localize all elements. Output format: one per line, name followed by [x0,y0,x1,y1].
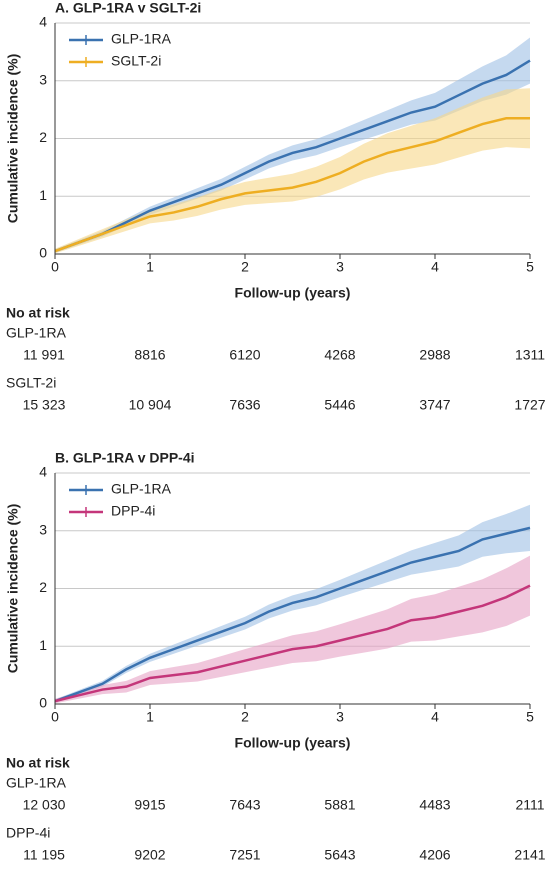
x-tick-label: 4 [431,709,439,725]
risk-count: 2141 [514,847,545,863]
y-axis-label: Cumulative incidence (%) [5,504,21,674]
series-line [54,526,531,703]
risk-count: 10 904 [129,397,172,413]
x-tick-label: 0 [51,259,59,275]
risk-row-name: GLP-1RA [6,775,67,791]
y-tick-label: 0 [39,695,47,711]
risk-count: 9202 [134,847,165,863]
y-tick-label: 1 [39,637,47,653]
risk-count: 5446 [324,397,355,413]
x-axis-label: Follow-up (years) [235,285,351,301]
y-tick-label: 4 [39,14,47,30]
x-tick-label: 2 [241,259,249,275]
risk-table-title: No at risk [6,755,70,771]
legend-label: DPP-4i [111,503,155,519]
x-tick-label: 3 [336,709,344,725]
risk-count: 2988 [419,347,450,363]
confidence-band [55,555,530,704]
series-line [54,59,531,253]
legend-label: SGLT-2i [111,53,161,69]
risk-count: 12 030 [23,797,66,813]
x-tick-label: 4 [431,259,439,275]
risk-table-title: No at risk [6,305,70,321]
x-tick-label: 5 [526,709,534,725]
y-tick-label: 2 [39,129,47,145]
chart-title: A. GLP-1RA v SGLT-2i [55,0,201,16]
risk-count: 7251 [229,847,260,863]
risk-count: 11 195 [23,847,65,863]
y-axis-label: Cumulative incidence (%) [5,54,21,224]
risk-count: 4483 [419,797,450,813]
y-tick-label: 4 [39,464,47,480]
x-axis-label: Follow-up (years) [235,735,351,751]
y-tick-label: 1 [39,187,47,203]
x-tick-label: 0 [51,709,59,725]
risk-row-name: SGLT-2i [6,375,56,391]
risk-count: 4206 [419,847,450,863]
series-line [54,117,530,253]
chart-title: B. GLP-1RA v DPP-4i [55,450,195,466]
y-tick-label: 3 [39,521,47,537]
legend-label: GLP-1RA [111,31,172,47]
risk-count: 1311 [515,347,545,363]
risk-count: 6120 [229,347,260,363]
risk-count: 5643 [324,847,355,863]
y-tick-label: 3 [39,71,47,87]
confidence-band [55,37,530,253]
risk-count: 7636 [229,397,260,413]
risk-count: 11 991 [23,347,65,363]
risk-count: 15 323 [23,397,66,413]
legend-label: GLP-1RA [111,481,172,497]
risk-count: 9915 [134,797,165,813]
risk-row-name: DPP-4i [6,825,50,841]
x-tick-label: 1 [146,259,154,275]
risk-count: 1727 [514,397,545,413]
risk-count: 5881 [324,797,355,813]
confidence-band [55,88,530,254]
risk-count: 8816 [134,347,165,363]
x-tick-label: 3 [336,259,344,275]
risk-count: 3747 [419,397,450,413]
risk-count: 4268 [324,347,355,363]
x-tick-label: 2 [241,709,249,725]
series-line [54,584,531,703]
y-tick-label: 2 [39,579,47,595]
risk-count: 7643 [229,797,260,813]
y-tick-label: 0 [39,245,47,261]
x-tick-label: 1 [146,709,154,725]
risk-row-name: GLP-1RA [6,325,67,341]
risk-count: 2111 [515,797,544,813]
x-tick-label: 5 [526,259,534,275]
